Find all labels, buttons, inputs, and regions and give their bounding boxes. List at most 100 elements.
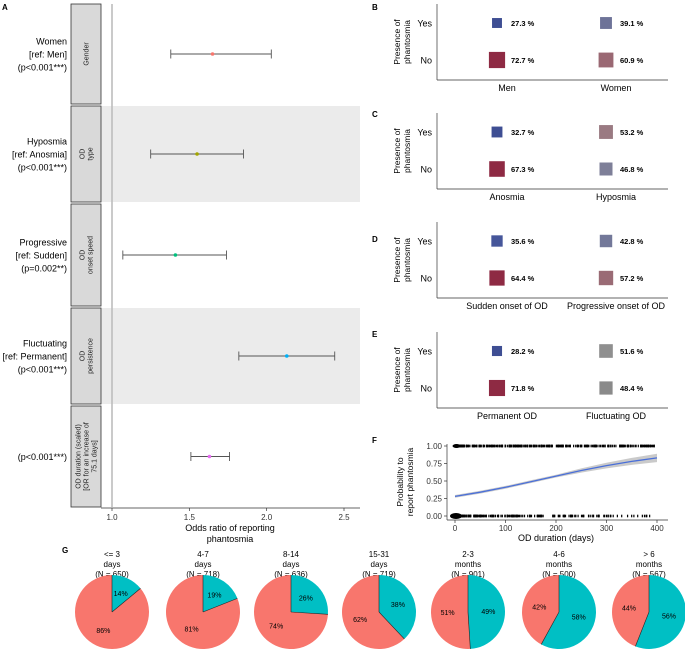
- observation-point: [594, 444, 596, 448]
- observation-point: [601, 444, 603, 448]
- proportion-label: 27.3 %: [511, 19, 535, 28]
- odds-ratio-point: [210, 52, 215, 56]
- observation-point: [461, 444, 463, 448]
- observation-point: [497, 444, 499, 448]
- observation-point: [501, 444, 503, 448]
- x-tick-label: 0: [453, 524, 458, 533]
- y-axis-title-line: phantosmia: [402, 238, 412, 282]
- pie-label-no: 51%: [441, 610, 455, 617]
- observation-point: [641, 514, 643, 518]
- observation-point: [551, 444, 553, 448]
- observation-point: [615, 444, 617, 448]
- observation-point: [610, 444, 612, 448]
- pie-label-no: 44%: [622, 606, 636, 613]
- facet-strip-line: OD: [80, 351, 87, 362]
- pie-title: days: [104, 560, 121, 569]
- observation-point: [596, 514, 598, 518]
- pie-slice-yes: [291, 575, 329, 615]
- observation-point: [544, 444, 546, 448]
- observation-point: [603, 514, 605, 518]
- observation-point: [607, 514, 609, 518]
- pie-slice-no: [342, 575, 405, 649]
- pie-divider: [290, 611, 328, 615]
- x-tick-label: 400: [650, 524, 664, 533]
- pie-slice-no: [612, 575, 649, 647]
- pie-label-yes: 58%: [572, 615, 586, 622]
- observation-point: [565, 444, 567, 448]
- proportion-square: [599, 344, 613, 358]
- observation-point: [625, 444, 627, 448]
- x-tick-label: 300: [600, 524, 614, 533]
- x-axis-title-line2: phantosmia: [207, 534, 254, 544]
- proportion-square: [598, 52, 614, 68]
- observation-point: [623, 444, 626, 448]
- y-axis-title: Presence ofphantosmia: [392, 128, 412, 174]
- row-label: (p<0.001***): [18, 63, 67, 73]
- pie-title: days: [195, 560, 212, 569]
- pie-slice-no: [431, 575, 471, 649]
- observation-point: [494, 444, 496, 448]
- observation-point: [466, 444, 468, 448]
- y-tick-label: Yes: [417, 347, 432, 357]
- observation-point: [567, 444, 569, 448]
- observation-point: [520, 444, 522, 448]
- observation-point: [474, 444, 476, 448]
- x-tick-label: 1.5: [184, 513, 196, 522]
- observation-point: [578, 444, 580, 448]
- pie-title: 8-14: [283, 550, 300, 559]
- observation-point: [554, 514, 556, 518]
- observation-point: [569, 444, 571, 448]
- proportion-square: [600, 17, 612, 29]
- observation-point: [586, 444, 588, 448]
- observation-point: [523, 514, 526, 518]
- pie-title: months: [636, 560, 662, 569]
- observation-point: [476, 514, 478, 518]
- y-axis-title-line: Presence of: [392, 19, 402, 65]
- facet-strip: [70, 203, 102, 307]
- odds-ratio-point: [284, 354, 289, 358]
- observation-point: [575, 514, 577, 518]
- proportion-square: [491, 126, 503, 138]
- observation-point: [643, 444, 645, 448]
- observation-point: [478, 514, 480, 518]
- observation-point: [530, 514, 533, 518]
- proportion-label: 71.8 %: [511, 384, 535, 393]
- facet-strip-line: [OR for an increase of: [84, 422, 91, 491]
- pie-label-no: 62%: [353, 617, 367, 624]
- observation-point: [627, 444, 629, 448]
- observation-point: [543, 444, 545, 448]
- observation-point: [631, 444, 633, 448]
- observation-point: [475, 514, 478, 518]
- observation-point: [498, 444, 501, 448]
- observation-point: [538, 444, 541, 448]
- observation-point: [575, 444, 577, 448]
- observation-point: [595, 444, 597, 448]
- observation-point: [650, 444, 652, 448]
- proportion-label: 60.9 %: [620, 56, 644, 65]
- observation-point: [632, 444, 634, 448]
- observation-point: [509, 514, 511, 518]
- observation-point: [643, 514, 646, 518]
- proportion-label: 32.7 %: [511, 128, 535, 137]
- observation-point: [479, 444, 481, 448]
- y-axis-title-line: phantosmia: [402, 129, 412, 173]
- observation-point: [532, 444, 535, 448]
- observation-point: [475, 444, 477, 448]
- observation-point: [542, 514, 544, 518]
- panel-label-g: G: [62, 546, 68, 555]
- pie-title: 15-31: [369, 550, 390, 559]
- observation-point: [548, 444, 551, 448]
- facet-strip-label: ODtype: [80, 147, 95, 160]
- proportion-square: [491, 345, 503, 357]
- observation-point: [534, 514, 536, 518]
- y-axis-title: Probability toreport phantosmia: [395, 447, 415, 516]
- pie-slice-yes: [541, 575, 596, 650]
- row-label: Fluctuating: [23, 339, 67, 349]
- pie-title: 2-3: [462, 550, 474, 559]
- pie-title: <= 3: [104, 550, 121, 559]
- observation-point: [572, 514, 574, 518]
- facet-strip: [70, 105, 102, 203]
- observation-point: [604, 444, 606, 448]
